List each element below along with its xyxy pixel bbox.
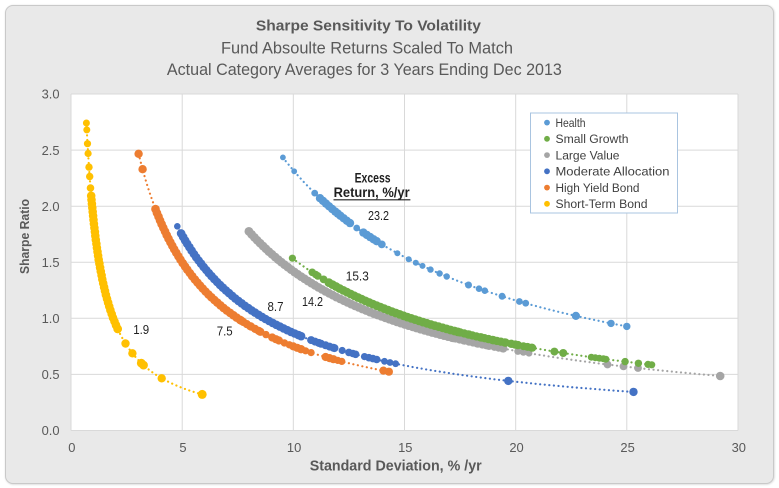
svg-text:Health: Health — [556, 116, 586, 130]
svg-text:15.3: 15.3 — [346, 269, 369, 284]
svg-text:23.2: 23.2 — [368, 208, 389, 223]
svg-text:1.9: 1.9 — [133, 322, 149, 337]
svg-text:Large Value: Large Value — [556, 149, 620, 163]
svg-text:0: 0 — [68, 440, 75, 455]
svg-text:Standard Deviation, % /yr: Standard Deviation, % /yr — [310, 459, 482, 475]
svg-text:Moderate Allocation: Moderate Allocation — [556, 165, 670, 179]
svg-text:1.0: 1.0 — [42, 311, 60, 326]
svg-text:2.0: 2.0 — [42, 199, 60, 214]
svg-text:0.0: 0.0 — [42, 423, 60, 438]
svg-text:Sharpe Ratio: Sharpe Ratio — [17, 199, 32, 274]
svg-text:25: 25 — [620, 440, 634, 455]
svg-text:Actual Category Averages for 3: Actual Category Averages for 3 Years End… — [167, 61, 562, 79]
svg-text:Small Growth: Small Growth — [556, 132, 629, 146]
svg-text:14.2: 14.2 — [302, 294, 323, 309]
svg-text:Short-Term Bond: Short-Term Bond — [556, 197, 648, 211]
svg-text:15: 15 — [398, 440, 412, 455]
svg-text:7.5: 7.5 — [217, 324, 233, 339]
svg-text:Return, %/yr: Return, %/yr — [334, 184, 411, 200]
svg-text:5: 5 — [179, 440, 186, 455]
svg-text:High Yield Bond: High Yield Bond — [556, 181, 640, 195]
svg-text:0.5: 0.5 — [42, 367, 60, 382]
svg-text:20: 20 — [509, 440, 523, 455]
svg-text:Excess: Excess — [355, 170, 391, 186]
svg-text:Sharpe Sensitivity To Volatili: Sharpe Sensitivity To Volatility — [256, 19, 482, 35]
svg-text:8.7: 8.7 — [268, 299, 284, 314]
svg-text:30: 30 — [732, 440, 746, 455]
svg-text:10: 10 — [287, 440, 301, 455]
svg-text:2.5: 2.5 — [42, 143, 60, 158]
svg-text:Fund Absoulte Returns Scaled T: Fund Absoulte Returns Scaled To Match — [221, 40, 513, 58]
svg-text:3.0: 3.0 — [42, 87, 60, 102]
svg-text:1.5: 1.5 — [42, 255, 60, 270]
